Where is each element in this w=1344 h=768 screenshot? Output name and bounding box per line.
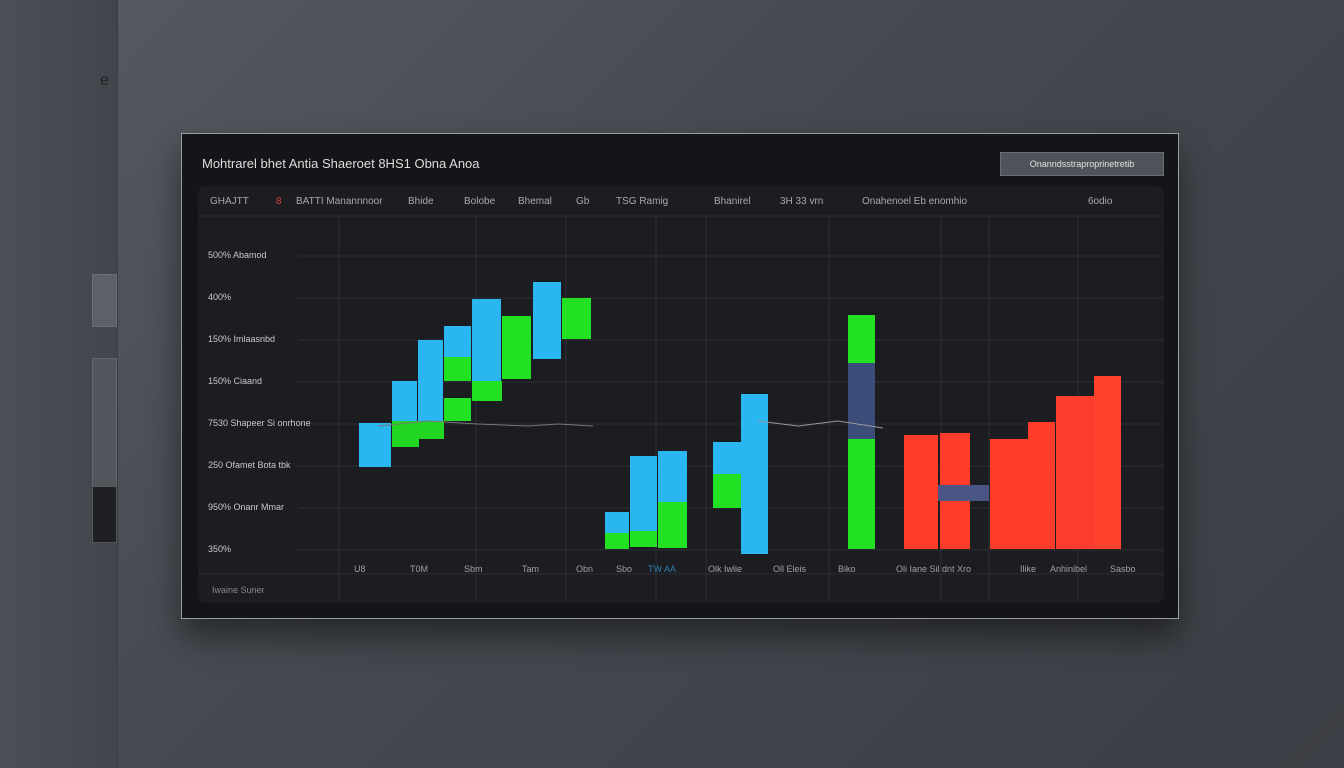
block — [1056, 396, 1094, 549]
y-label: 250 Ofamet Bota tbk — [208, 460, 291, 470]
block — [502, 316, 531, 379]
block — [990, 439, 1028, 549]
sidebar-icon: e — [100, 72, 109, 89]
panel-title: Mohtrarel bhet Antia Shaeroet 8HS1 Obna … — [202, 156, 480, 171]
x-label: Anhinibel — [1050, 564, 1088, 574]
column-title: 6odio — [1088, 196, 1113, 207]
x-label: Sasbo — [1110, 564, 1136, 574]
column-title: BATTI Manannnoor — [296, 196, 383, 207]
y-label: 150% Imlaasnbd — [208, 334, 276, 344]
block — [938, 485, 989, 501]
blocks — [359, 282, 1121, 554]
block — [741, 394, 768, 554]
block — [1028, 422, 1055, 549]
y-label: 150% Ciaand — [208, 376, 263, 386]
x-label: Sbo — [616, 564, 633, 574]
column-title: 3H 33 vrn — [780, 196, 824, 207]
trend-line — [377, 420, 594, 427]
block — [658, 451, 687, 502]
block — [848, 439, 875, 549]
x-label: U8 — [354, 564, 366, 574]
y-label: 7530 Shapeer Si onrhone — [208, 418, 311, 428]
x-label: Obn — [576, 564, 594, 574]
column-title: GHAJTT — [210, 196, 249, 207]
x-label: TW AA — [648, 564, 677, 574]
block — [630, 456, 657, 531]
block — [392, 421, 419, 447]
x-label: Olk Iwlie — [708, 564, 743, 574]
x-label: T0M — [410, 564, 428, 574]
block — [444, 357, 471, 381]
x-label: Tam — [522, 564, 540, 574]
trend-line — [757, 420, 884, 429]
block — [630, 531, 657, 547]
chart-card: GHAJTT 8 BATTI Manannnoor Bhide Bolobe Bhemal… — [198, 186, 1164, 603]
sidebar-tab[interactable] — [92, 486, 117, 543]
sidebar-tab[interactable] — [92, 358, 117, 487]
y-label: 400% — [208, 292, 232, 302]
footer-label: Iwaine Suner — [212, 585, 265, 595]
column-title: Bhanirel — [714, 196, 751, 207]
block — [848, 363, 875, 439]
block — [359, 423, 391, 467]
column-title: Bhemal — [518, 196, 552, 207]
action-button[interactable]: Onanndsstraproprinetretib — [1000, 152, 1164, 176]
block — [444, 398, 471, 421]
x-label: Biko — [838, 564, 856, 574]
block — [472, 299, 501, 381]
block — [562, 298, 591, 339]
block — [605, 533, 629, 549]
block — [419, 421, 444, 439]
column-header: GHAJTT 8 BATTI Manannnoor Bhide Bolobe Bhemal… — [198, 196, 1164, 210]
x-label: Oli Iane Sil dnt Xro — [896, 564, 972, 574]
y-label: 500% Abamod — [208, 250, 267, 260]
x-label: Ilike — [1020, 564, 1037, 574]
block — [848, 315, 875, 363]
block — [713, 442, 741, 474]
x-label: Oll Eleis — [773, 564, 807, 574]
column-title: Bhide — [408, 196, 434, 207]
block — [472, 381, 502, 401]
column-title: Onahenoel Eb enomhio — [862, 196, 968, 207]
block — [658, 502, 687, 548]
y-label: 950% Onanr Mmar — [208, 502, 285, 512]
column-title: 8 — [276, 196, 282, 207]
block — [605, 512, 629, 533]
sidebar-tab[interactable] — [92, 274, 117, 327]
x-label: Sbm — [464, 564, 483, 574]
y-label: 350% — [208, 544, 232, 554]
column-title: TSG Ramig — [616, 196, 669, 207]
block — [713, 474, 741, 508]
block — [444, 326, 471, 357]
column-title: Bolobe — [464, 196, 496, 207]
dashboard-panel: Mohtrarel bhet Antia Shaeroet 8HS1 Obna … — [181, 133, 1179, 619]
block — [533, 282, 561, 359]
sidebar: e — [0, 0, 118, 768]
column-title: Gb — [576, 196, 590, 207]
block — [904, 435, 938, 549]
block — [1094, 376, 1121, 549]
block — [392, 381, 417, 421]
block — [418, 340, 443, 421]
chart-canvas — [198, 215, 1164, 601]
